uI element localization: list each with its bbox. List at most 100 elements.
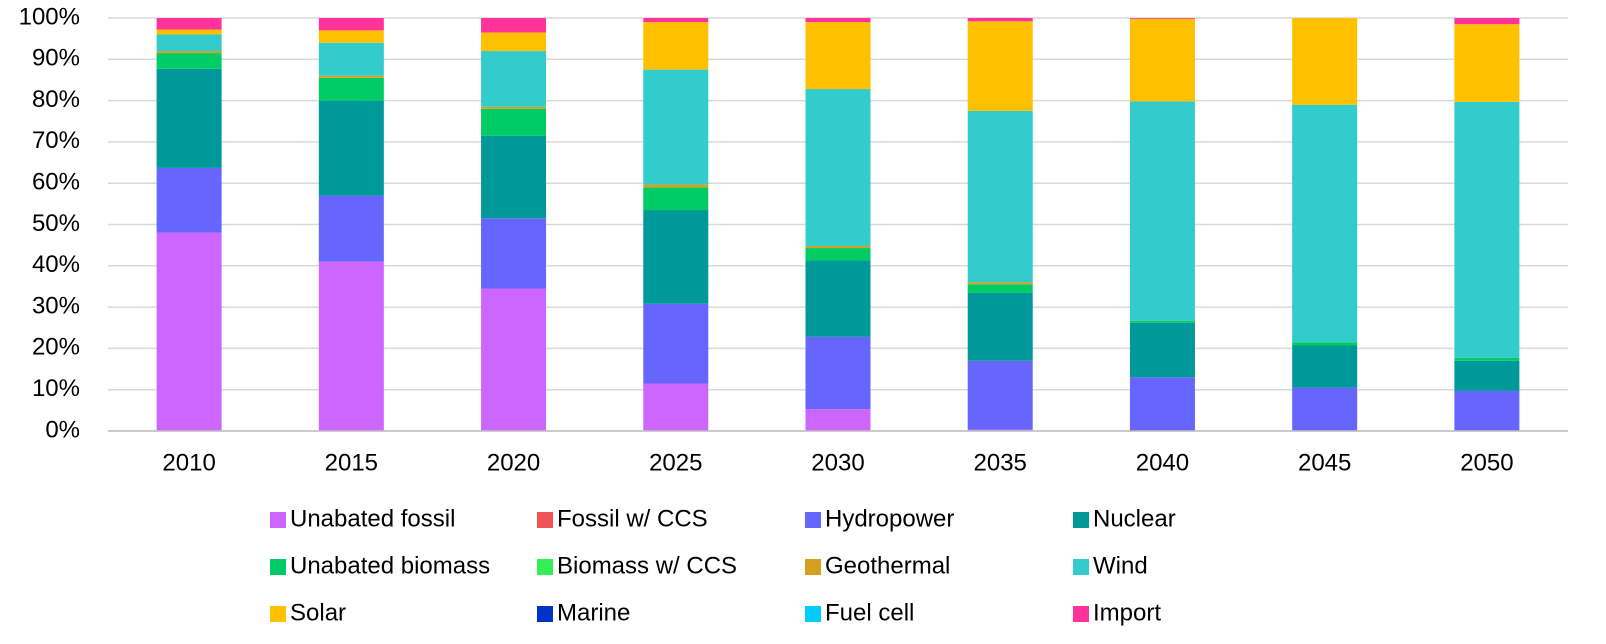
y-tick-label: 70% [32, 127, 80, 154]
bar-segment [1454, 390, 1520, 431]
bar-segment [156, 29, 222, 35]
legend-label: Hydropower [825, 505, 954, 532]
bar-segment [643, 303, 709, 384]
legend-swatch [805, 559, 821, 575]
bar-segment [156, 53, 222, 69]
y-tick-label: 10% [32, 375, 80, 402]
legend-label: Wind [1093, 552, 1148, 579]
x-tick-label: 2025 [649, 449, 702, 476]
bar-segment [1454, 24, 1520, 102]
legend-label: Fuel cell [825, 599, 914, 626]
legend-label: Unabated biomass [290, 552, 490, 579]
y-tick-label: 30% [32, 292, 80, 319]
bar-segment [1454, 360, 1520, 391]
legend-label: Import [1093, 599, 1161, 626]
legend-label: Marine [557, 599, 630, 626]
bar-segment [1129, 322, 1195, 378]
bar-segment [481, 18, 547, 33]
bar-segment [156, 34, 222, 52]
legend-label: Nuclear [1093, 505, 1176, 532]
legend-label: Biomass w/ CCS [557, 552, 737, 579]
y-tick-label: 60% [32, 169, 80, 196]
y-tick-label: 50% [32, 210, 80, 237]
legend-swatch [537, 559, 553, 575]
x-tick-label: 2010 [162, 449, 215, 476]
bar-segment [967, 21, 1033, 111]
bar-segment [643, 187, 709, 211]
x-tick-label: 2015 [325, 449, 378, 476]
bar-segment [967, 110, 1033, 283]
bar-segment [1292, 104, 1358, 343]
bar-segment [481, 106, 547, 109]
bar-segment [156, 167, 222, 233]
legend-swatch [537, 512, 553, 528]
bar-segment [967, 282, 1033, 285]
bar-segment [1129, 18, 1195, 19]
bar-segment [481, 135, 547, 219]
bar-segment [318, 18, 384, 31]
x-tick-label: 2045 [1298, 449, 1351, 476]
bar-segment [805, 18, 871, 23]
legend-swatch [1073, 512, 1089, 528]
bar-segment [1292, 387, 1358, 431]
bar-segment [805, 22, 871, 90]
bar-segment [967, 360, 1033, 430]
y-tick-label: 80% [32, 86, 80, 113]
bar-segment [1454, 357, 1520, 361]
bar-segment [318, 261, 384, 431]
bar-segment [318, 30, 384, 43]
x-tick-label: 2030 [811, 449, 864, 476]
bar-segment [1454, 101, 1520, 358]
legend-swatch [270, 559, 286, 575]
bar-segment [967, 18, 1033, 22]
x-tick-label: 2040 [1136, 449, 1189, 476]
bar-segment [1292, 342, 1358, 346]
bar-segment [156, 51, 222, 54]
bar-segment [481, 51, 547, 107]
legend-label: Solar [290, 599, 346, 626]
legend-swatch [537, 606, 553, 622]
y-tick-label: 100% [19, 3, 80, 30]
bar-segment [805, 248, 871, 261]
bar-segment [643, 184, 709, 188]
bar-segment [643, 18, 709, 23]
bar-segment [318, 195, 384, 262]
bar-segment [318, 77, 384, 101]
x-tick-label: 2035 [974, 449, 1027, 476]
legend-swatch [1073, 606, 1089, 622]
bar-segment [805, 89, 871, 246]
bar-segment [643, 69, 709, 185]
bar-segment [481, 32, 547, 52]
legend-label: Unabated fossil [290, 505, 455, 532]
bar-segment [967, 284, 1033, 293]
bar-segment [643, 22, 709, 70]
bar-segment [156, 18, 222, 30]
legend-label: Fossil w/ CCS [557, 505, 708, 532]
bar-segment [1454, 18, 1520, 25]
bar-segment [805, 336, 871, 410]
bar-segment [1129, 101, 1195, 321]
bar-segment [1292, 18, 1358, 105]
bar-segment [1292, 345, 1358, 388]
bar-segment [318, 100, 384, 196]
x-tick-label: 2020 [487, 449, 540, 476]
legend-swatch [805, 606, 821, 622]
bar-segment [643, 383, 709, 431]
bar-segment [481, 108, 547, 136]
legend-label: Geothermal [825, 552, 950, 579]
bar-segment [967, 292, 1033, 361]
bar-segment [805, 245, 871, 249]
bar-segment [1129, 377, 1195, 431]
x-tick-label: 2050 [1460, 449, 1513, 476]
bar-segment [156, 68, 222, 168]
y-tick-label: 40% [32, 251, 80, 278]
legend-swatch [1073, 559, 1089, 575]
bar-segment [643, 210, 709, 304]
bar-segment [481, 218, 547, 289]
bar-segment [318, 42, 384, 76]
y-tick-label: 0% [45, 416, 80, 443]
y-tick-label: 20% [32, 334, 80, 361]
legend-swatch [270, 512, 286, 528]
bar-segment [805, 409, 871, 431]
